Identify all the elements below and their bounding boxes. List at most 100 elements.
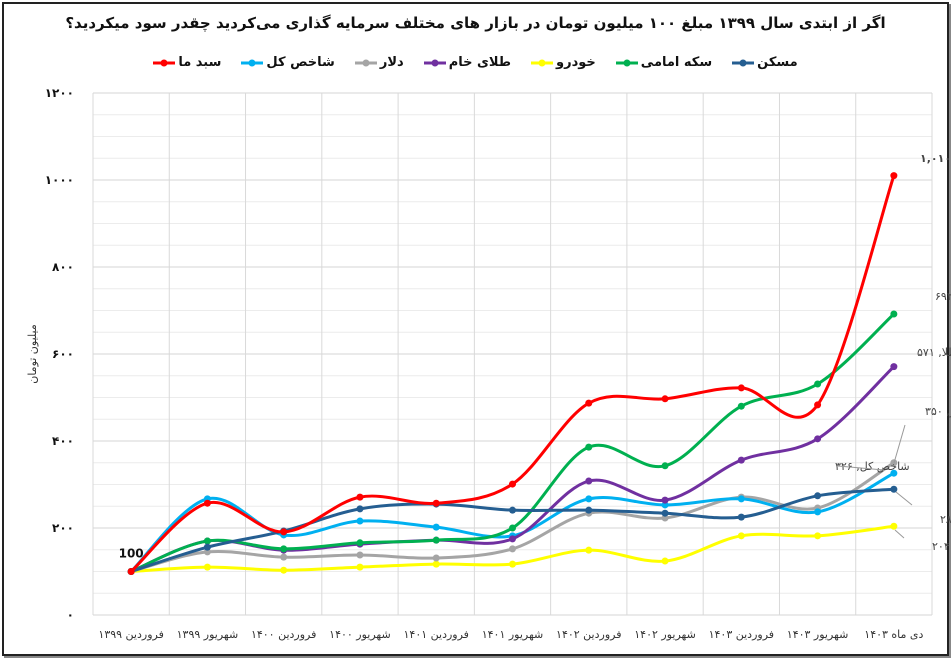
legend-label: دلار — [379, 55, 404, 70]
legend-item: خودرو — [531, 55, 596, 70]
data-point — [585, 399, 593, 407]
data-point — [203, 548, 211, 556]
data-point — [585, 477, 593, 485]
x-tick-label: شهریور ۱۴۰۱ — [482, 628, 544, 641]
data-point — [814, 492, 822, 500]
data-point — [890, 172, 898, 180]
data-point — [814, 435, 822, 443]
data-point — [661, 496, 669, 504]
x-tick-label: فروردین ۱۴۰۳ — [709, 628, 774, 641]
data-point — [814, 380, 822, 388]
data-point — [890, 469, 898, 477]
data-point — [814, 532, 822, 540]
data-point — [737, 402, 745, 410]
x-tick-label: شهریور ۱۴۰۲ — [634, 628, 696, 641]
data-point — [203, 543, 211, 551]
y-axis-label: میلیون تومان — [26, 324, 39, 384]
data-point — [509, 560, 516, 568]
data-point — [509, 545, 516, 553]
data-point — [661, 557, 669, 565]
series-4: خودرو, ۲۰۴ — [127, 522, 951, 575]
legend-marker — [153, 59, 176, 66]
legend-item: سبد ما — [153, 55, 221, 70]
legend-label: سبد ما — [178, 55, 222, 70]
data-point — [890, 363, 898, 371]
data-point — [280, 566, 288, 574]
data-point — [432, 499, 440, 507]
data-point — [814, 508, 822, 516]
legend-label: شاخص کل — [266, 55, 335, 70]
data-point — [432, 560, 440, 568]
data-point — [661, 501, 669, 509]
data-point — [280, 545, 288, 553]
legend-item: طلای خام — [423, 55, 511, 70]
data-point — [509, 506, 516, 514]
x-tick-label: فروردین ۱۴۰۱ — [404, 628, 469, 641]
data-point — [356, 539, 364, 547]
series-2: دلار, ۳۵۰ — [127, 405, 951, 575]
data-point — [737, 384, 745, 392]
series-1: شاخص کل, ۳۲۶ — [127, 460, 910, 575]
legend-item: دلار — [354, 55, 404, 70]
y-tick-label: ۲۰۰ — [52, 521, 74, 535]
leader-line — [837, 465, 885, 471]
end-data-label: دلار, ۳۵۰ — [925, 405, 951, 418]
x-tick-label: شهریور ۱۳۹۹ — [177, 628, 239, 641]
data-point — [585, 443, 593, 451]
data-point — [661, 462, 669, 470]
legend-marker — [354, 59, 377, 66]
data-point — [356, 563, 364, 571]
data-point — [737, 532, 745, 540]
x-tick-label: فروردین ۱۴۰۰ — [251, 628, 316, 641]
y-tick-label: ۴۰۰ — [52, 434, 74, 448]
chart-title: اگر از ابتدی سال ۱۳۹۹ مبلغ ۱۰۰ میلیون تو… — [65, 14, 886, 32]
y-tick-label: ۶۰۰ — [52, 347, 74, 361]
end-data-label: طلا, ۵۷۱ — [917, 346, 951, 359]
data-point — [432, 554, 440, 562]
data-point — [356, 551, 364, 559]
x-tick-label: شهریور ۱۴۰۰ — [329, 628, 391, 641]
legend-label: خودرو — [556, 55, 596, 70]
data-point — [127, 568, 135, 575]
legend-label: سکه امامی — [640, 55, 713, 70]
data-point — [737, 495, 745, 503]
legend-item: مسکن — [732, 55, 798, 70]
data-point — [509, 480, 516, 488]
start-data-label: 100 — [119, 547, 144, 561]
leader-line — [894, 529, 905, 539]
data-point — [280, 553, 288, 561]
data-point — [814, 401, 822, 409]
data-point — [585, 495, 593, 503]
data-point — [203, 499, 211, 507]
y-tick-label: ۱۲۰۰ — [45, 86, 74, 100]
data-point — [890, 485, 898, 493]
data-point — [432, 536, 440, 544]
end-data-label: سبد ما, ۱,۰۱۰ — [920, 152, 951, 165]
data-point — [585, 506, 593, 514]
y-tick-label: ۰ — [67, 608, 74, 622]
legend-item: سکه امامی — [615, 55, 713, 70]
data-point — [509, 535, 516, 543]
data-point — [356, 505, 364, 513]
series-3: طلا, ۵۷۱ — [127, 346, 951, 575]
leader-line — [893, 424, 906, 464]
data-point — [585, 546, 593, 554]
data-point — [356, 493, 364, 501]
data-point — [661, 395, 669, 403]
data-point — [890, 310, 898, 318]
series-line — [130, 312, 895, 573]
legend-marker — [732, 59, 755, 66]
data-point — [203, 563, 211, 571]
legend-marker — [241, 59, 264, 66]
y-tick-label: ۸۰۰ — [52, 260, 74, 274]
data-point — [737, 456, 745, 464]
y-tick-label: ۱۰۰۰ — [45, 173, 74, 187]
legend-marker — [531, 59, 554, 66]
data-point — [509, 524, 516, 532]
series-0: سبد ما, ۱,۰۱۰ — [127, 152, 951, 575]
data-point — [737, 513, 745, 521]
x-tick-label: شهریور ۱۴۰۳ — [787, 628, 849, 641]
legend: مسکن سکه امامی خودرو طلای خام دلار شاخص کل سبد… — [0, 55, 951, 70]
series-5: سکه امامی, ۶۹۲ — [127, 290, 951, 575]
